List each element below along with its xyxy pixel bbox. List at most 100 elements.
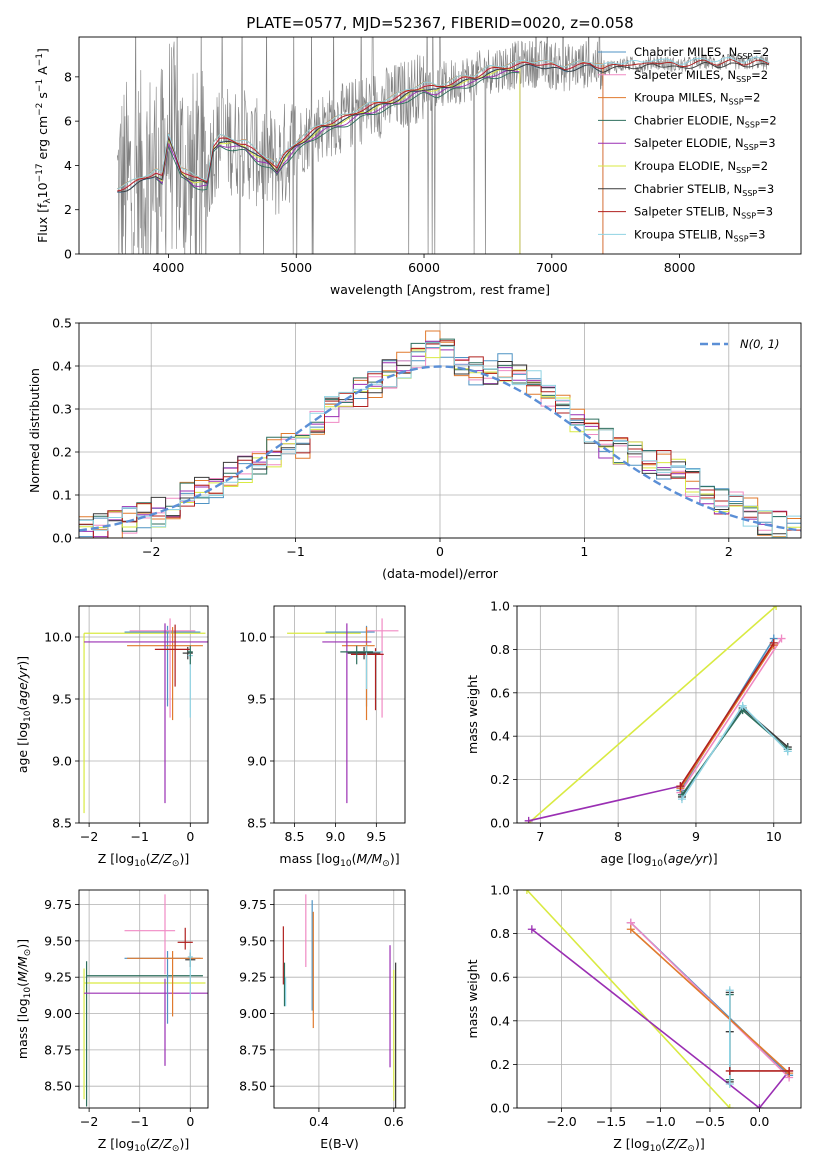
- y-axis-label-part: 10: [23, 987, 33, 999]
- x-tick-label: 9: [692, 829, 700, 844]
- plus-marker: [725, 986, 734, 995]
- x-tick-label: 7000: [536, 260, 568, 275]
- legend-label: Chabrier MILES, NSSP=2: [634, 45, 769, 61]
- legend-label-sub: SSP: [736, 166, 751, 175]
- axes-frame: [78, 36, 802, 255]
- errorbar-point: [187, 645, 193, 665]
- axes-frame: [78, 322, 802, 539]
- legend-label-part: Kroupa STELIB, N: [634, 227, 734, 241]
- x-axis-label-part: 10: [650, 1144, 662, 1154]
- legend-label-part: Kroupa ELODIE, N: [634, 159, 736, 173]
- x-axis-label: E(B-V): [320, 1136, 359, 1151]
- y-tick-label: 9.00: [44, 1006, 72, 1021]
- x-axis-label-part: age/yr: [668, 851, 709, 866]
- plot-area: [524, 606, 792, 823]
- axes-mass_vs_ebv: 0.4 0.6 8.50 8.75 9.00 9.25 9.50 9.75 E(B-V): [239, 889, 406, 1151]
- model-line: [117, 59, 770, 192]
- plus-marker: [626, 925, 635, 934]
- legend: Chabrier MILES, NSSP=2 Salpeter MILES, NS…: [598, 45, 777, 243]
- y-tick-label: 2: [64, 202, 72, 217]
- model-line: [117, 61, 770, 193]
- y-axis-label: mass weight: [465, 675, 480, 754]
- y-tick-label: 9.50: [44, 933, 72, 948]
- errorbar-point: [85, 961, 203, 1107]
- x-tick-label: −2.0: [546, 1114, 576, 1129]
- legend-label: Kroupa STELIB, NSSP=3: [634, 227, 765, 243]
- plus-marker: [725, 1080, 734, 1089]
- x-tick-label: −1.0: [645, 1114, 675, 1129]
- y-tick-label: 8.75: [239, 1042, 267, 1057]
- legend-label-sub: SSP: [745, 120, 760, 129]
- axes-frame: [273, 605, 406, 824]
- y-tick-label: 0.0: [52, 531, 72, 546]
- y-tick-label: 0: [64, 247, 72, 262]
- plot-area: [83, 618, 208, 814]
- y-tick-label: 0.6: [490, 970, 510, 985]
- axes-background: [79, 890, 208, 1108]
- legend-label-sub: SSP: [736, 75, 751, 84]
- x-axis-label-part: 10: [652, 859, 664, 869]
- y-tick-label: 8: [64, 69, 72, 84]
- model-line: [117, 56, 770, 190]
- legend-label-part: =2: [760, 113, 777, 127]
- x-axis-label-part: )]: [179, 1136, 189, 1151]
- normal-curve: [79, 365, 801, 532]
- y-axis-label-part: M/M: [15, 956, 30, 982]
- x-axis-label-part: ⊙: [687, 1144, 695, 1154]
- y-tick-label: 0.4: [490, 729, 510, 744]
- x-axis-label: Z [log10(Z/Z⊙)]: [613, 1136, 704, 1154]
- plus-marker: [772, 606, 781, 610]
- legend-label: Salpeter MILES, NSSP=2: [634, 68, 768, 84]
- x-axis-label: Z [log10(Z/Z⊙)]: [98, 1136, 189, 1154]
- y-axis-label-part: age [log: [15, 722, 30, 773]
- plot-area: [79, 330, 801, 538]
- y-tick-label: 0.0: [490, 1101, 510, 1116]
- y-axis-label-part: mass [log: [15, 998, 30, 1059]
- y-axis-label-part: −1: [35, 79, 45, 92]
- legend-label-sub: SSP: [734, 234, 749, 243]
- x-axis-label-part: E(B-V): [320, 1136, 359, 1151]
- y-tick-label: 9.25: [239, 970, 267, 985]
- axes-frame: [78, 889, 209, 1109]
- y-tick-label: 9.75: [239, 897, 267, 912]
- x-axis-label-part: Z [log: [98, 1136, 134, 1151]
- axes-spectrum: 4000 5000 6000 7000 8000 0 2 4 6 8 wavelength [Ang…: [35, 36, 802, 297]
- y-axis-label-part: ⊙: [23, 949, 33, 957]
- legend-label: Kroupa MILES, NSSP=2: [634, 91, 760, 107]
- x-tick-label: 0: [436, 544, 444, 559]
- y-axis-label-part: (: [15, 706, 30, 711]
- x-axis-label-part: )]: [390, 851, 400, 866]
- errorbar-point: [154, 624, 191, 687]
- plus-marker: [522, 890, 531, 894]
- x-tick-label: 4000: [153, 260, 185, 275]
- legend-label-part: =3: [757, 182, 774, 196]
- y-tick-label: 9.75: [44, 897, 72, 912]
- x-axis-label-part: (: [661, 1136, 666, 1151]
- errorbar-point: [124, 625, 201, 707]
- y-tick-label: 1.0: [490, 883, 510, 898]
- x-axis-label-part: (: [146, 1136, 151, 1151]
- errorbar-point: [129, 618, 196, 718]
- legend-label-part: Kroupa MILES, N: [634, 91, 729, 105]
- x-axis-label: Z [log10(Z/Z⊙)]: [98, 851, 189, 869]
- x-axis-label-part: ⊙: [172, 859, 180, 869]
- x-tick-label: 2: [725, 544, 733, 559]
- errorbar-point: [124, 894, 176, 975]
- axes-background: [274, 606, 405, 823]
- x-axis-label: wavelength [Angstrom, rest frame]: [330, 282, 550, 297]
- axes-residuals: −2 −1 0 1 2 0.0 0.1 0.2 0.3 0.4 0.5 (data-model)/er…: [27, 316, 802, 581]
- legend-label-part: Salpeter ELODIE, N: [634, 136, 744, 150]
- axes-mw_vs_Z: −2.0 −1.5 −1.0 −0.5 0.0 0.0 0.2 0.4 0.6 0.8 1.0 Z […: [465, 883, 802, 1154]
- legend-label: Kroupa ELODIE, NSSP=2: [634, 159, 768, 175]
- y-tick-label: 0.2: [490, 1057, 510, 1072]
- legend-label-part: Chabrier ELODIE, N: [634, 113, 745, 127]
- plot-area: [287, 618, 399, 804]
- x-axis-label-part: 10: [134, 1144, 146, 1154]
- y-tick-label: 10.0: [239, 630, 267, 645]
- mass-weight-line: [679, 642, 775, 787]
- legend-label: Chabrier STELIB, NSSP=3: [634, 182, 774, 198]
- x-tick-label: −0.5: [695, 1114, 725, 1129]
- x-axis-label-part: mass [log: [279, 851, 340, 866]
- plus-marker: [527, 925, 536, 934]
- histogram-step-line: [79, 345, 801, 538]
